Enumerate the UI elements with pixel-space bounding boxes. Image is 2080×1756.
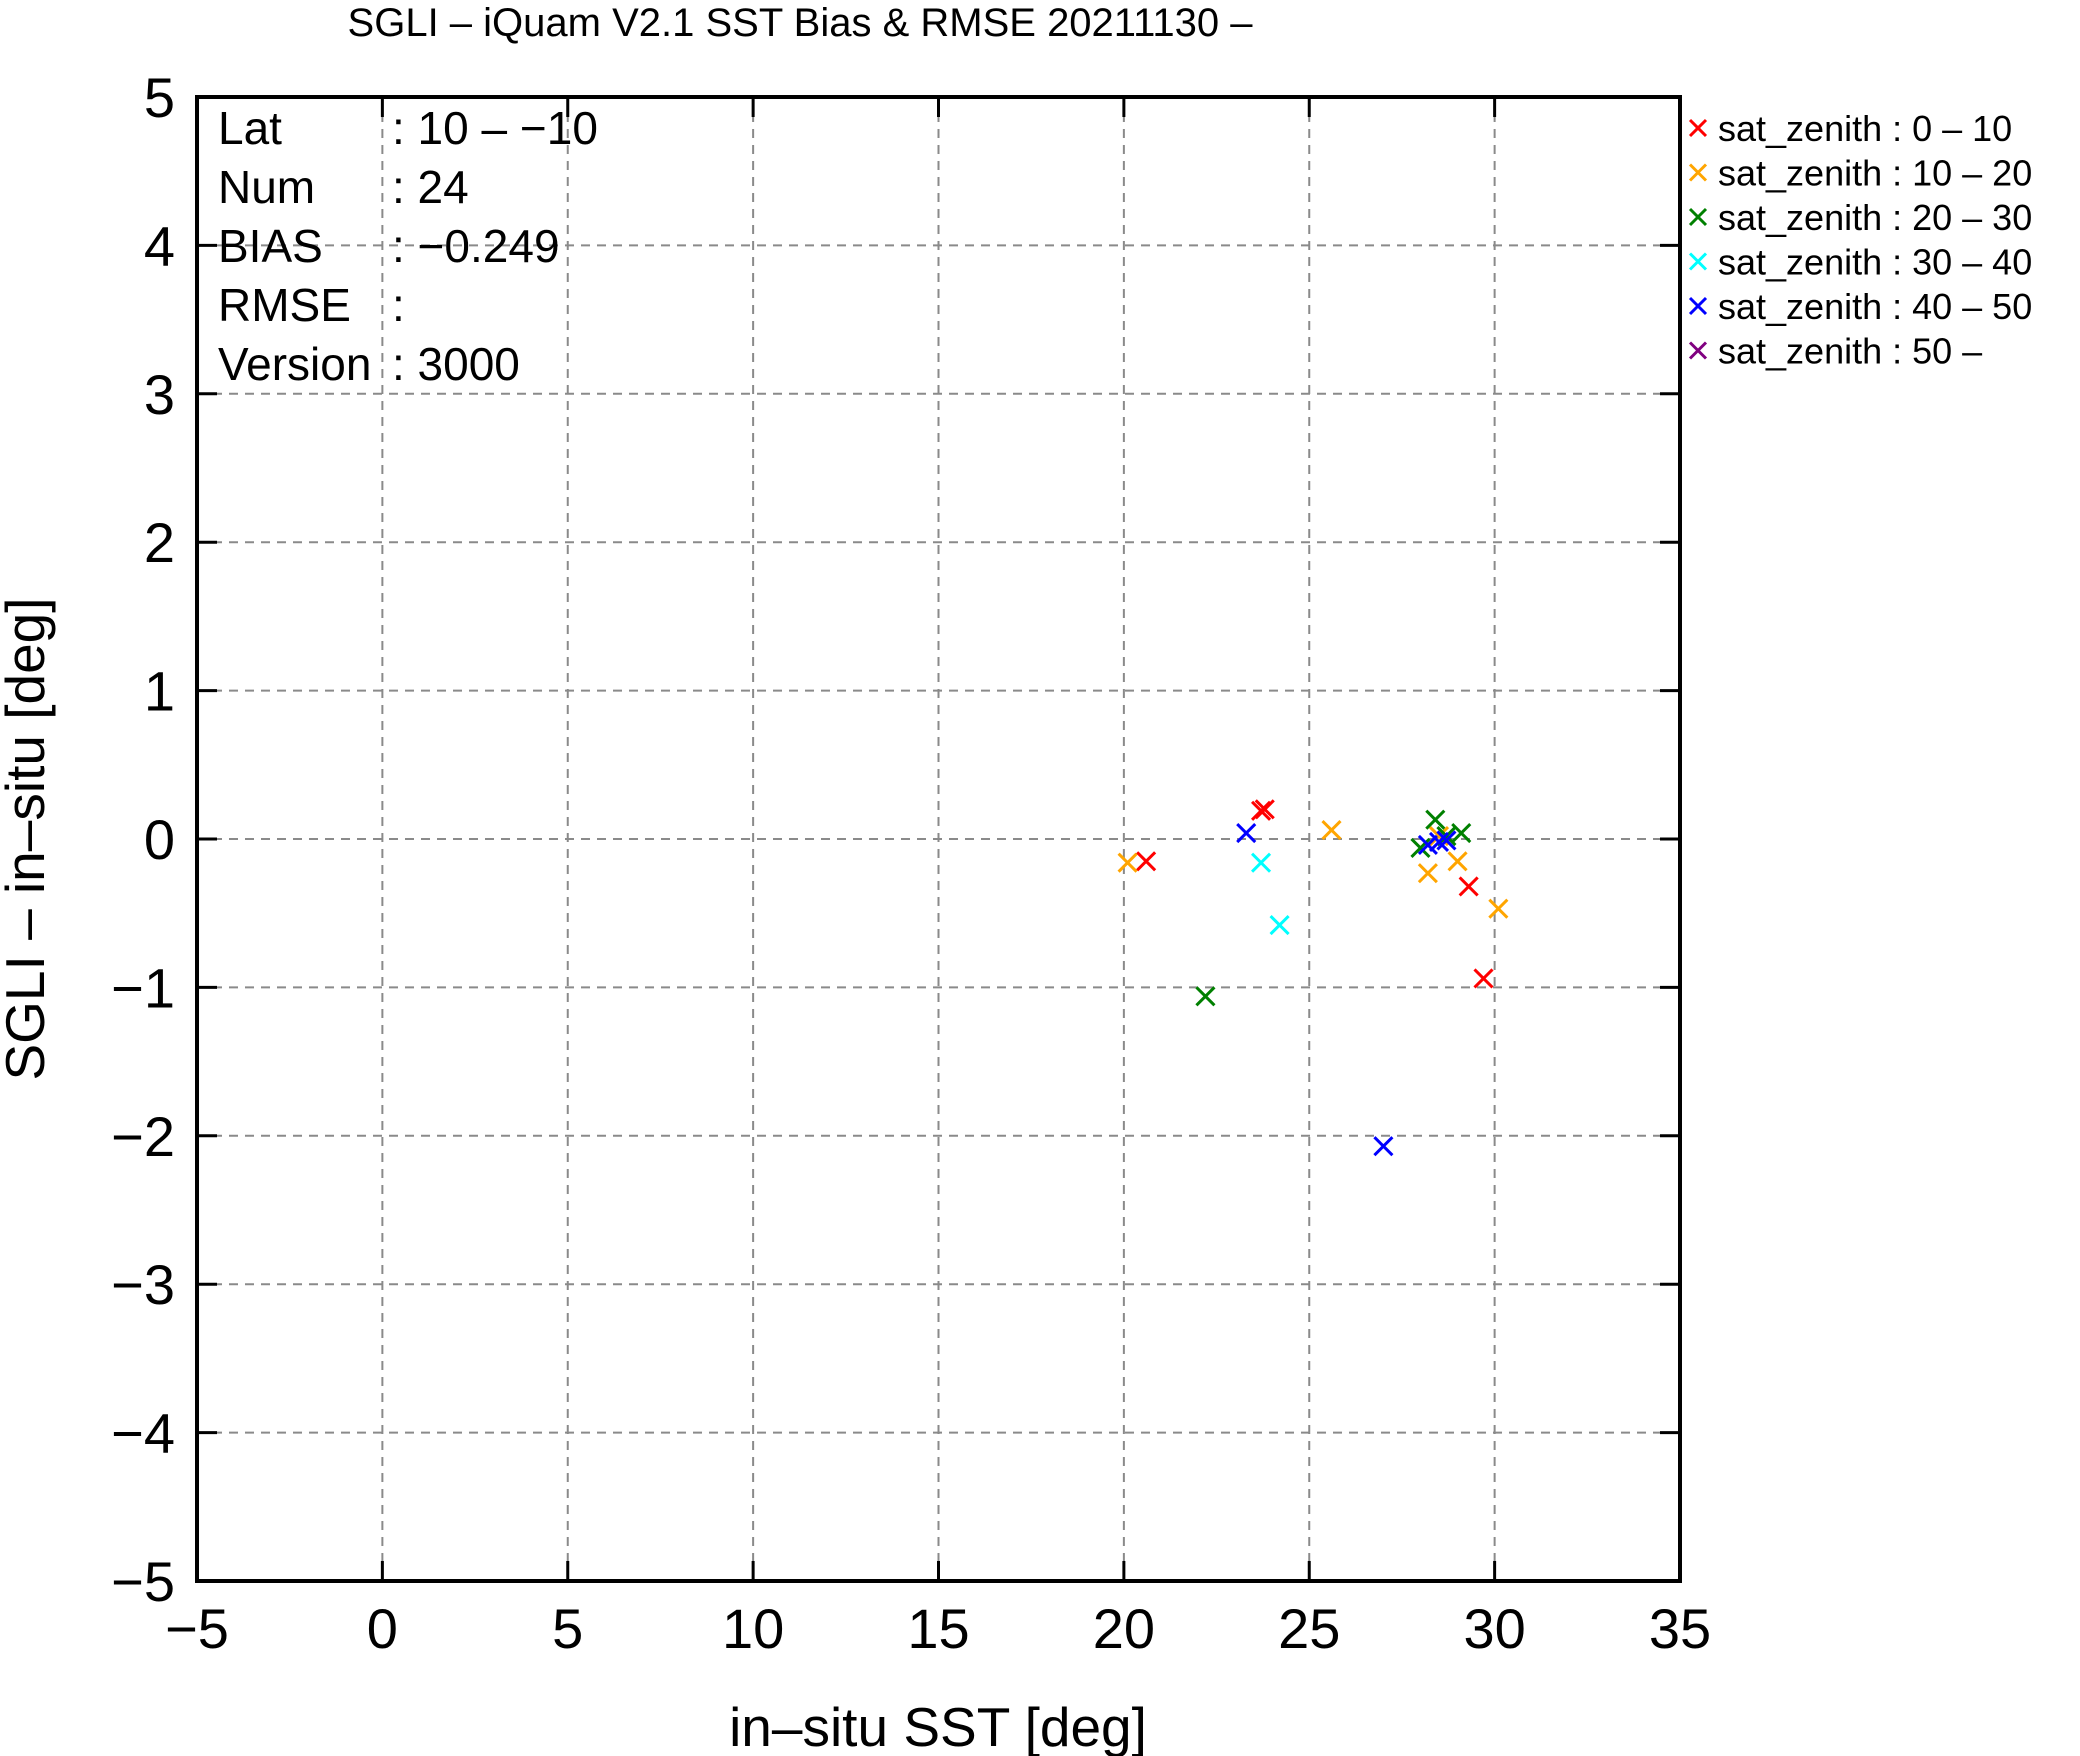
- axis-ticks: [195, 95, 1682, 1583]
- x-axis-label: in–situ SST [deg]: [729, 1696, 1147, 1756]
- y-tick-label: −3: [111, 1253, 175, 1316]
- y-tick-label: 5: [144, 66, 175, 129]
- legend-entry: sat_zenith : 20 – 30: [1688, 197, 2032, 238]
- x-tick-label: −5: [165, 1597, 229, 1660]
- x-tick-label: 20: [1093, 1597, 1155, 1660]
- data-point: [1136, 851, 1157, 872]
- legend-marker: [1688, 296, 1708, 316]
- y-axis-label: SGLI – in–situ [deg]: [0, 597, 56, 1080]
- data-point: [1473, 968, 1494, 989]
- stats-label: Version: [218, 338, 371, 390]
- data-point: [1373, 1136, 1394, 1157]
- legend-entry: sat_zenith : 40 – 50: [1688, 286, 2032, 327]
- legend-entry: sat_zenith : 10 – 20: [1688, 153, 2032, 194]
- legend-label: sat_zenith : 50 –: [1718, 331, 1982, 372]
- y-tick-label: 2: [144, 511, 175, 574]
- stats-label: Num: [218, 161, 315, 213]
- data-point: [1195, 986, 1216, 1007]
- data-point: [1250, 800, 1272, 821]
- legend-marker: [1688, 341, 1708, 360]
- legend-marker: [1688, 207, 1708, 227]
- data-point: [1436, 830, 1457, 851]
- legend-label: sat_zenith : 20 – 30: [1718, 197, 2032, 238]
- x-tick-label: 0: [367, 1597, 398, 1660]
- stats-value: : 10 – −10: [392, 102, 598, 154]
- legend-marker: [1688, 163, 1708, 182]
- y-tick-label: 4: [144, 214, 175, 277]
- data-point: [1447, 851, 1468, 872]
- data-point: [1451, 823, 1472, 844]
- legend-entry: sat_zenith : 0 – 10: [1688, 108, 2012, 149]
- legend-label: sat_zenith : 10 – 20: [1718, 153, 2032, 194]
- y-tick-labels: −5 −4 −3 −2 −1 0 1 2 3 4 5: [111, 66, 175, 1613]
- stats-label: BIAS: [218, 220, 323, 272]
- grid-lines: [197, 97, 1680, 1581]
- x-tick-label: 15: [907, 1597, 969, 1660]
- data-points: [1117, 799, 1509, 1157]
- x-tick-label: 10: [722, 1597, 784, 1660]
- x-tick-labels: −5 0 5 10 15 20 25 30 35: [165, 1597, 1711, 1660]
- data-point: [1488, 898, 1509, 919]
- data-point: [1428, 831, 1450, 853]
- data-point: [1321, 820, 1342, 841]
- stats-box: Lat : 10 – −10 Num : 24 BIAS : −0.249 RMSE: Ver…: [218, 102, 598, 390]
- data-point: [1417, 863, 1438, 884]
- stats-label: Lat: [218, 102, 282, 154]
- y-tick-label: −2: [111, 1105, 175, 1168]
- x-tick-label: 35: [1649, 1597, 1711, 1660]
- stats-value: : −0.249: [392, 220, 560, 272]
- legend-marker: [1688, 252, 1708, 271]
- data-point: [1117, 852, 1138, 873]
- legend-label: sat_zenith : 0 – 10: [1718, 108, 2012, 149]
- data-point: [1269, 915, 1290, 936]
- data-point: [1425, 809, 1446, 830]
- stats-value: : 24: [392, 161, 469, 213]
- stats-value: : 3000: [392, 338, 520, 390]
- y-tick-label: −5: [111, 1550, 175, 1613]
- x-tick-label: 30: [1463, 1597, 1525, 1660]
- y-tick-label: 0: [144, 808, 175, 871]
- chart-title: SGLI – iQuam V2.1 SST Bias & RMSE 202111…: [348, 1, 1254, 45]
- y-tick-label: −4: [111, 1402, 175, 1465]
- stats-label: RMSE: [218, 279, 351, 331]
- data-point: [1458, 876, 1479, 897]
- legend-marker: [1688, 118, 1708, 138]
- legend-label: sat_zenith : 40 – 50: [1718, 286, 2032, 327]
- data-point: [1250, 852, 1272, 873]
- stats-value: :: [392, 279, 405, 331]
- data-point: [1254, 799, 1275, 820]
- legend-label: sat_zenith : 30 – 40: [1718, 242, 2032, 283]
- y-tick-label: 3: [144, 363, 175, 426]
- legend-entry: sat_zenith : 30 – 40: [1688, 242, 2032, 283]
- y-tick-label: 1: [144, 660, 175, 723]
- data-point: [1236, 823, 1257, 844]
- x-tick-label: 5: [552, 1597, 583, 1660]
- legend-entry: sat_zenith : 50 –: [1688, 331, 1982, 372]
- x-tick-label: 25: [1278, 1597, 1340, 1660]
- y-tick-label: −1: [111, 956, 175, 1019]
